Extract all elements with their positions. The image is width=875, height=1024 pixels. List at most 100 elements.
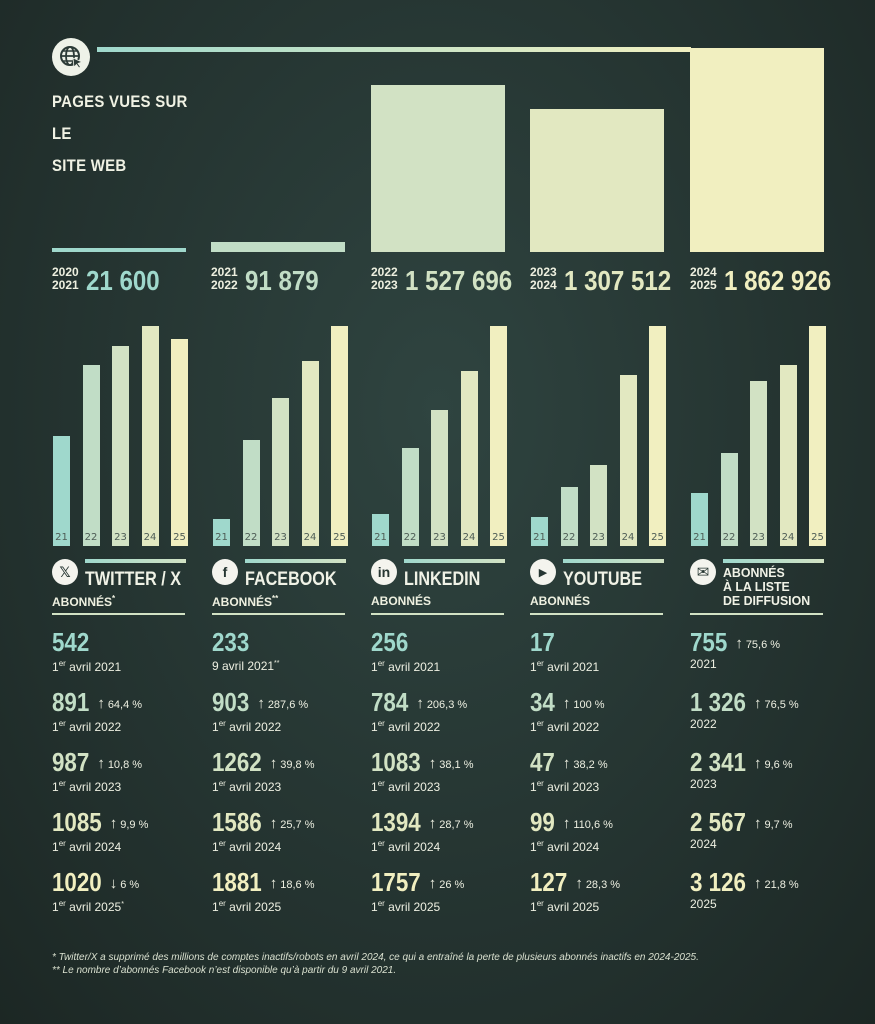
growth-percent: ↑ 110,6 % (563, 816, 613, 832)
date-text: avril 2021 (65, 660, 122, 674)
platform-name: YOUTUBE (563, 569, 642, 590)
subscriber-bar (331, 326, 348, 546)
facebook-logo-icon: f (212, 559, 238, 585)
subscriber-bar (141, 326, 159, 546)
growth-percent: ↑ 9,6 % (753, 755, 793, 772)
arrow-up-icon: ↑ (269, 755, 278, 772)
date-text: avril 2024 (65, 840, 122, 854)
platform-rule (52, 613, 185, 615)
growth-value: 21,8 % (764, 879, 799, 891)
bar-year-label: 25 (333, 532, 346, 543)
growth-value: 28,3 % (585, 879, 621, 891)
growth-value: 76,5 % (764, 699, 799, 711)
subscriber-count: 1083 (371, 747, 421, 777)
stat-date: 1er avril 2021 (530, 657, 599, 674)
date-text: 2021 (690, 657, 717, 671)
footnote-2: ** Le nombre d’abonnés Facebook n’est di… (52, 965, 397, 976)
subscriber-count: 17 (530, 627, 555, 657)
arrow-up-icon: ↑ (269, 875, 278, 892)
date-suffix: er (58, 719, 66, 728)
growth-value: 39,8 % (280, 759, 315, 771)
subscriber-count: 755 (690, 627, 728, 657)
growth-percent: ↑ 38,2 % (563, 756, 608, 772)
subscriber-bar (272, 398, 289, 546)
date-text: 1 (52, 660, 59, 674)
bar-year-label: 25 (811, 532, 824, 543)
subscriber-count: 903 (212, 687, 250, 717)
header-line (97, 47, 691, 52)
date-text: 1 (371, 840, 378, 854)
date-text: avril 2024 (543, 840, 600, 854)
stat-date: 1er avril 2021 (371, 657, 440, 674)
footnote-mark: * (121, 901, 124, 908)
bar-year-label: 23 (114, 532, 127, 543)
stat-date: 2021 (690, 657, 717, 671)
subscriber-count: 47 (530, 747, 555, 777)
bar-year-label: 22 (244, 532, 258, 543)
date-text: 1 (52, 780, 59, 794)
date-suffix: er (218, 899, 226, 908)
stat-date: 9 avril 2021** (212, 657, 280, 673)
growth-percent: ↑ 64,4 % (97, 696, 142, 712)
arrow-up-icon: ↑ (269, 815, 278, 832)
growth-value: 26 % (439, 879, 465, 891)
page-views-year: 2021 2022 (211, 266, 238, 292)
date-suffix: er (218, 779, 226, 788)
date-text: avril 2022 (384, 720, 441, 734)
date-text: 1 (371, 780, 378, 794)
growth-value: 75,6 % (745, 639, 781, 651)
year-start: 2020 (52, 265, 79, 279)
date-text: avril 2024 (225, 840, 282, 854)
date-text: avril 2023 (65, 780, 122, 794)
year-end: 2024 (530, 278, 557, 292)
subscriber-count: 891 (52, 687, 90, 717)
subscriber-count: 1757 (371, 867, 421, 897)
stat-date: 2022 (690, 717, 717, 731)
linkedin-logo-icon: in (371, 559, 397, 585)
growth-percent: ↑ 28,7 % (429, 816, 474, 832)
platform-header-line (85, 559, 186, 563)
arrow-up-icon: ↑ (428, 875, 437, 892)
date-text: avril 2021 (384, 660, 441, 674)
date-suffix: er (218, 719, 226, 728)
arrow-up-icon: ↑ (416, 695, 424, 712)
date-suffix: er (58, 659, 66, 668)
growth-value: 9,9 % (120, 819, 149, 831)
page-views-year: 2022 2023 (371, 266, 398, 292)
arrow-down-icon: ↓ (109, 875, 118, 892)
platform-subtitle: ABONNÉS* (52, 594, 116, 609)
arrow-up-icon: ↑ (753, 755, 762, 772)
stat-date: 1er avril 2022 (52, 717, 121, 734)
stat-date: 1er avril 2022 (212, 717, 281, 734)
date-suffix: er (536, 659, 544, 668)
date-text: 1 (371, 900, 378, 914)
growth-percent: ↑ 9,7 % (754, 816, 793, 832)
bar-year-label: 23 (752, 532, 765, 543)
platform-rule (690, 613, 823, 615)
growth-value: 287,6 % (267, 699, 309, 711)
platform-header-line (563, 559, 664, 563)
year-end: 2022 (211, 278, 238, 292)
stat-date: 1er avril 2025 (371, 897, 440, 914)
bar-year-label: 23 (274, 532, 287, 543)
subscriber-bar (112, 346, 129, 546)
subscriber-count: 256 (371, 627, 409, 657)
page-views-year: 2024 2025 (690, 266, 717, 292)
date-text: 2025 (690, 897, 717, 911)
stat-date: 1er avril 2024 (530, 837, 599, 854)
date-text: avril 2022 (543, 720, 600, 734)
subscriber-count: 2 341 (690, 747, 746, 777)
subscriber-bar (171, 339, 188, 546)
arrow-up-icon: ↑ (428, 755, 437, 772)
bar-year-label: 25 (492, 532, 505, 543)
growth-value: 25,7 % (280, 819, 315, 831)
subscriber-count: 987 (52, 747, 90, 777)
date-suffix: er (536, 779, 544, 788)
platform-name: TWITTER / X (85, 569, 181, 590)
bar-year-label: 21 (55, 532, 68, 543)
date-text: avril 2021 (543, 660, 600, 674)
growth-percent: ↑ 100 % (563, 696, 605, 712)
footnote-mark: ** (274, 660, 280, 667)
subscriber-bar (82, 365, 100, 546)
